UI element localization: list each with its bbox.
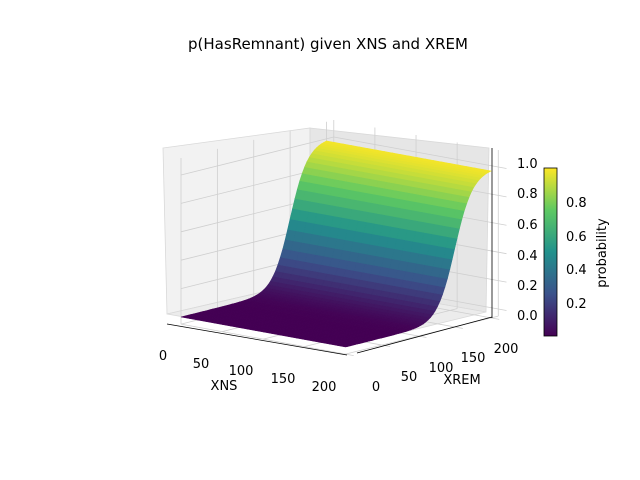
y-tick-label: 50 <box>401 370 418 385</box>
y-axis-line <box>356 316 493 354</box>
z-tick-label: 0.4 <box>517 249 538 264</box>
z-tick-label: 0.0 <box>517 309 538 324</box>
z-tick-label: 0.8 <box>517 187 538 202</box>
y-tick-label: 0 <box>372 380 380 395</box>
x-tick-label: 150 <box>271 372 296 387</box>
y-axis-label: XREM <box>443 373 480 388</box>
x-axis-label: XNS <box>211 379 238 394</box>
x-tick-label: 100 <box>229 364 254 379</box>
colorbar-label: probability <box>595 218 610 288</box>
chart-title: p(HasRemnant) given XNS and XREM <box>188 35 468 53</box>
x-tick-label: 200 <box>312 380 337 395</box>
y-tick-label: 150 <box>461 351 486 366</box>
colorbar-tick-label: 0.2 <box>566 297 587 312</box>
z-tick-label: 0.2 <box>517 279 538 294</box>
y-tick-label: 100 <box>429 361 454 376</box>
colorbar-tick-label: 0.6 <box>566 230 587 245</box>
y-tick-label: 200 <box>494 342 519 357</box>
surface-patch <box>479 169 492 173</box>
gridline <box>180 323 354 356</box>
gridline <box>333 136 507 169</box>
x-tick-label: 0 <box>159 349 167 364</box>
x-axis-line <box>166 323 348 356</box>
x-tick-label: 50 <box>193 357 210 372</box>
colorbar-tick-label: 0.4 <box>566 263 587 278</box>
gridline <box>180 136 334 176</box>
colorbar <box>543 167 558 337</box>
colorbar-tick-label: 0.8 <box>566 196 587 211</box>
z-tick-label: 1.0 <box>517 157 538 172</box>
probability-surface <box>180 140 492 348</box>
z-tick-label: 0.6 <box>517 218 538 233</box>
